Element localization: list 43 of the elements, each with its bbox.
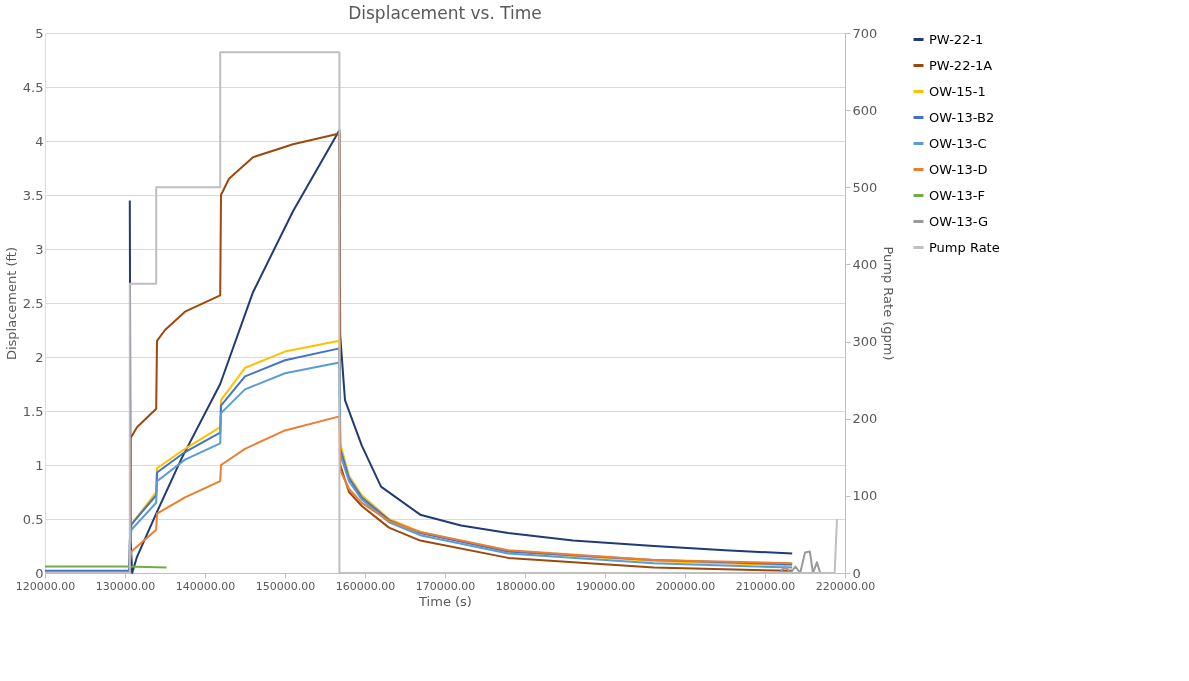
- y-tick-label: 4: [35, 133, 44, 149]
- y-tick-label: 1.5: [22, 403, 44, 419]
- y2-tick-label: 500: [852, 179, 878, 195]
- y-tick-label: 5: [35, 25, 44, 41]
- legend-label: OW-13-D: [929, 161, 988, 177]
- x-axis-title: Time (s): [418, 593, 472, 609]
- y2-tick-label: 600: [852, 102, 878, 118]
- x-tick-label: 130000.00: [95, 579, 156, 593]
- y-tick-label: 3.5: [22, 187, 44, 203]
- legend-label: OW-13-G: [929, 213, 989, 229]
- x-tick-label: 210000.00: [735, 579, 796, 593]
- y-tick-label: 2.5: [22, 295, 44, 311]
- y2-tick-label: 700: [852, 25, 878, 41]
- y-tick-label: 1: [35, 457, 44, 473]
- y2-axis-title: Pump Rate (gpm): [881, 246, 897, 361]
- y2-tick-label: 300: [852, 334, 878, 350]
- y2-tick-label: 200: [852, 411, 878, 427]
- y2-tick-label: 0: [852, 565, 861, 581]
- y-axis-title: Displacement (ft): [3, 246, 19, 361]
- x-tick-label: 200000.00: [655, 579, 716, 593]
- legend-label: Pump Rate: [929, 239, 1000, 255]
- y-tick-label: 2: [35, 349, 44, 365]
- y-tick-label: 3: [35, 241, 44, 257]
- chart-title: Displacement vs. Time: [348, 3, 542, 23]
- x-tick-label: 160000.00: [335, 579, 396, 593]
- x-tick-label: 150000.00: [255, 579, 316, 593]
- legend-label: OW-13-C: [929, 135, 987, 151]
- x-tick-label: 190000.00: [575, 579, 636, 593]
- x-tick-label: 180000.00: [495, 579, 556, 593]
- legend-label: PW-22-1A: [929, 57, 993, 73]
- y2-tick-label: 400: [852, 256, 878, 272]
- y-tick-label: 4.5: [22, 79, 44, 95]
- x-tick-label: 220000.00: [815, 579, 876, 593]
- x-tick-label: 120000.00: [15, 579, 76, 593]
- legend-label: PW-22-1: [929, 31, 984, 47]
- x-tick-label: 140000.00: [175, 579, 236, 593]
- y-tick-label: 0.5: [22, 511, 44, 527]
- x-tick-label: 170000.00: [415, 579, 476, 593]
- legend-label: OW-15-1: [929, 83, 986, 99]
- legend-label: OW-13-B2: [929, 109, 995, 125]
- y2-tick-label: 100: [852, 488, 878, 504]
- legend-label: OW-13-F: [929, 187, 985, 203]
- y-tick-label: 0: [35, 565, 44, 581]
